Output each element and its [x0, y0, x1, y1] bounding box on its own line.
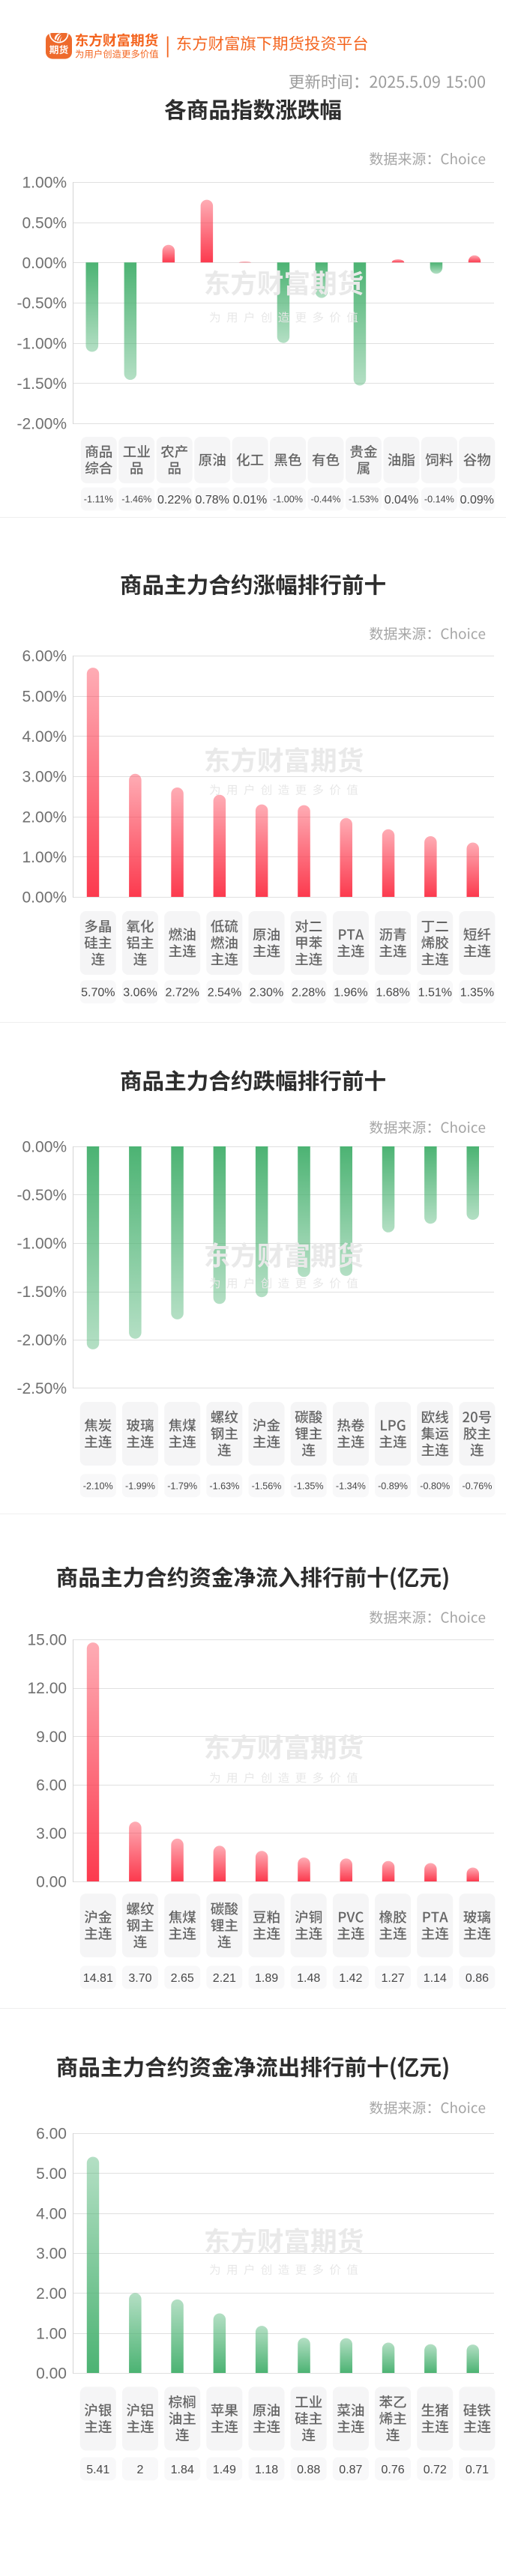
svg-text:4.00%: 4.00%: [22, 728, 67, 746]
svg-text:15.00: 15.00: [28, 1632, 67, 1649]
svg-text:1.00%: 1.00%: [22, 849, 67, 866]
svg-text:1.27: 1.27: [382, 1972, 405, 1985]
svg-text:-0.76%: -0.76%: [463, 1481, 493, 1491]
svg-text:4.00: 4.00: [36, 2205, 67, 2222]
svg-text:0.00%: 0.00%: [22, 889, 67, 907]
svg-text:0.78%: 0.78%: [196, 494, 229, 507]
svg-text:1.96%: 1.96%: [334, 987, 367, 1000]
svg-text:5.00: 5.00: [36, 2165, 67, 2183]
svg-text:5.70%: 5.70%: [81, 987, 115, 1000]
svg-text:-1.99%: -1.99%: [125, 1481, 155, 1491]
svg-text:-1.46%: -1.46%: [121, 495, 151, 505]
svg-text:1.84: 1.84: [171, 2464, 194, 2476]
svg-text:0.87: 0.87: [339, 2464, 362, 2476]
svg-text:2.00%: 2.00%: [22, 808, 67, 826]
svg-text:6.00%: 6.00%: [22, 648, 67, 665]
svg-text:-1.34%: -1.34%: [336, 1481, 366, 1491]
svg-text:0.50%: 0.50%: [22, 214, 67, 232]
svg-text:0.00%: 0.00%: [22, 1139, 67, 1156]
svg-text:2: 2: [137, 2464, 144, 2476]
svg-text:0.71: 0.71: [466, 2464, 489, 2476]
svg-text:9.00: 9.00: [36, 1729, 67, 1746]
svg-text:-0.50%: -0.50%: [17, 295, 67, 312]
svg-text:1.35%: 1.35%: [460, 987, 494, 1000]
svg-text:1.42: 1.42: [339, 1972, 362, 1985]
svg-text:1.49: 1.49: [213, 2464, 236, 2476]
svg-text:1.18: 1.18: [255, 2464, 278, 2476]
svg-text:1.51%: 1.51%: [418, 987, 452, 1000]
svg-text:2.65: 2.65: [171, 1972, 194, 1985]
svg-text:-1.50%: -1.50%: [17, 375, 67, 393]
svg-text:1.00: 1.00: [36, 2325, 67, 2342]
svg-text:0.04%: 0.04%: [385, 494, 418, 507]
svg-text:12.00: 12.00: [28, 1680, 67, 1697]
svg-text:-1.35%: -1.35%: [294, 1481, 324, 1491]
svg-text:-1.00%: -1.00%: [273, 495, 303, 505]
svg-text:0.09%: 0.09%: [460, 494, 494, 507]
svg-text:6.00: 6.00: [36, 2126, 67, 2143]
svg-text:2.54%: 2.54%: [208, 987, 241, 1000]
svg-text:2.21: 2.21: [213, 1972, 236, 1985]
svg-text:-0.80%: -0.80%: [420, 1481, 450, 1491]
svg-text:0.76: 0.76: [382, 2464, 405, 2476]
svg-text:2.72%: 2.72%: [166, 987, 199, 1000]
svg-text:0.22%: 0.22%: [157, 494, 191, 507]
svg-text:-1.56%: -1.56%: [252, 1481, 282, 1491]
svg-text:0.00%: 0.00%: [22, 255, 67, 272]
svg-text:2.28%: 2.28%: [292, 987, 325, 1000]
svg-text:-1.00%: -1.00%: [17, 335, 67, 352]
svg-text:3.06%: 3.06%: [123, 987, 157, 1000]
svg-text:0.00: 0.00: [36, 1874, 67, 1891]
svg-text:0.88: 0.88: [297, 2464, 320, 2476]
svg-text:-2.00%: -2.00%: [17, 1332, 67, 1349]
svg-text:-0.89%: -0.89%: [378, 1481, 408, 1491]
svg-text:6.00: 6.00: [36, 1777, 67, 1794]
svg-text:-0.44%: -0.44%: [311, 495, 341, 505]
svg-text:1.14: 1.14: [424, 1972, 447, 1985]
svg-text:-0.50%: -0.50%: [17, 1187, 67, 1204]
svg-text:-1.00%: -1.00%: [17, 1236, 67, 1253]
svg-text:5.00%: 5.00%: [22, 688, 67, 705]
svg-text:14.81: 14.81: [83, 1972, 113, 1985]
svg-text:2.00: 2.00: [36, 2285, 67, 2303]
svg-text:1.48: 1.48: [297, 1972, 320, 1985]
svg-text:-1.79%: -1.79%: [167, 1481, 197, 1491]
svg-text:1.00%: 1.00%: [22, 175, 67, 192]
svg-text:0.00: 0.00: [36, 2365, 67, 2383]
svg-text:-0.14%: -0.14%: [424, 495, 454, 505]
svg-text:0.86: 0.86: [466, 1972, 489, 1985]
svg-text:-2.50%: -2.50%: [17, 1380, 67, 1397]
svg-text:5.41: 5.41: [86, 2464, 109, 2476]
svg-text:3.70: 3.70: [128, 1972, 151, 1985]
svg-text:1.68%: 1.68%: [376, 987, 409, 1000]
svg-text:1.89: 1.89: [255, 1972, 278, 1985]
svg-text:0.01%: 0.01%: [233, 494, 267, 507]
svg-text:3.00: 3.00: [36, 1825, 67, 1842]
svg-text:-1.63%: -1.63%: [209, 1481, 239, 1491]
svg-text:0.72: 0.72: [424, 2464, 447, 2476]
svg-text:-1.53%: -1.53%: [349, 495, 379, 505]
svg-text:-1.50%: -1.50%: [17, 1284, 67, 1301]
svg-text:-2.00%: -2.00%: [17, 416, 67, 433]
svg-text:-1.11%: -1.11%: [84, 495, 113, 505]
svg-text:-2.10%: -2.10%: [83, 1481, 113, 1491]
svg-text:3.00: 3.00: [36, 2246, 67, 2263]
svg-text:2.30%: 2.30%: [250, 987, 283, 1000]
svg-text:3.00%: 3.00%: [22, 769, 67, 786]
